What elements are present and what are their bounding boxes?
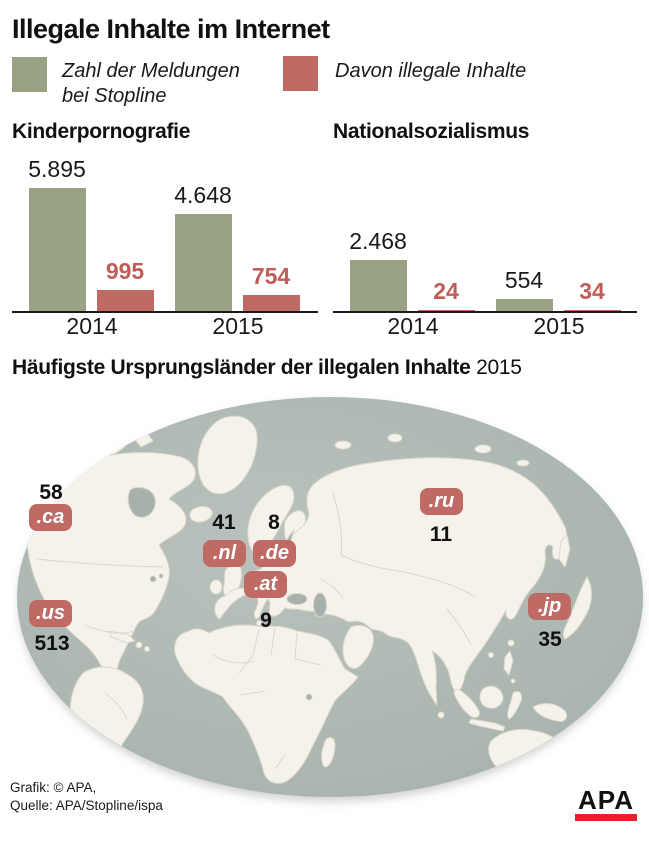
bar-reports-2014 xyxy=(350,260,407,311)
credits: Grafik: © APA, Quelle: APA/Stopline/ispa xyxy=(10,779,163,815)
value-illegal-2014: 995 xyxy=(105,258,145,284)
bar-chart-kinderpornografie: 5.895 995 2014 4.648 754 2015 xyxy=(12,155,318,338)
map-badge-us: .us xyxy=(29,600,72,627)
map-badge-de: .de xyxy=(253,540,296,567)
map-labels-overlay: .ca 58 .us 513 .nl 41 .de 8 .at 9 .ru 11 .jp 35 xyxy=(13,393,647,801)
bar-chart-nationalsozialismus: 2.468 24 2014 554 34 2015 xyxy=(333,155,637,338)
map-badge-at: .at xyxy=(244,571,287,598)
value-reports-2015: 554 xyxy=(504,267,544,293)
apa-logo-red-bar xyxy=(575,814,637,821)
map-value-de: 8 xyxy=(268,511,280,534)
value-illegal-2015: 34 xyxy=(579,278,605,304)
value-reports-2014: 5.895 xyxy=(28,156,86,182)
map-lakes xyxy=(127,486,327,701)
map-badge-jp: .jp xyxy=(528,593,571,620)
value-reports-2015: 4.648 xyxy=(174,182,232,208)
legend-swatch-reports xyxy=(12,57,47,92)
bar-reports-2015 xyxy=(496,299,553,311)
value-illegal-2014: 24 xyxy=(433,278,459,304)
map-value-ca: 58 xyxy=(39,481,63,504)
legend-label-reports-line1: Zahl der Meldungen xyxy=(62,60,240,82)
value-reports-2014: 2.468 xyxy=(349,228,407,254)
credit-quelle: Quelle: APA/Stopline/ispa xyxy=(10,798,163,814)
chart-title-kinderpornografie: Kinderpornografie xyxy=(12,120,191,143)
bar-reports-2015 xyxy=(175,214,232,311)
map-section-title: Häufigste Ursprungsländer der illegalen … xyxy=(12,356,522,380)
value-illegal-2015: 754 xyxy=(251,263,291,289)
map-title-year: 2015 xyxy=(476,356,522,379)
map-value-at: 9 xyxy=(260,609,272,632)
map-badge-nl: .nl xyxy=(203,540,246,567)
map-value-us: 513 xyxy=(34,632,70,655)
legend-label-reports-line2: bei Stopline xyxy=(62,85,167,107)
bar-reports-2014 xyxy=(29,188,86,311)
bar-illegal-2014 xyxy=(97,290,154,311)
apa-logo: APA xyxy=(575,787,637,821)
axis-year-2015: 2015 xyxy=(533,313,585,339)
legend-label-illegal: Davon illegale Inhalte xyxy=(335,60,527,82)
bar-illegal-2014 xyxy=(418,310,475,311)
axis-year-2014: 2014 xyxy=(66,313,118,339)
axis-year-2015: 2015 xyxy=(212,313,264,339)
chart-title-nationalsozialismus: Nationalsozialismus xyxy=(333,120,530,143)
legend-label-reports: Zahl der Meldungen bei Stopline xyxy=(62,59,240,109)
map-badge-ru: .ru xyxy=(420,488,463,515)
map-country-borders xyxy=(36,492,476,770)
map-title-text: Häufigste Ursprungsländer der illegalen … xyxy=(12,356,471,379)
map-value-nl: 41 xyxy=(212,511,236,534)
map-value-jp: 35 xyxy=(538,628,562,651)
apa-logo-text: APA xyxy=(578,785,634,815)
axis-year-2014: 2014 xyxy=(387,313,439,339)
map-value-ru: 11 xyxy=(429,523,453,546)
bar-illegal-2015 xyxy=(243,295,300,311)
legend-swatch-illegal xyxy=(283,56,318,91)
credit-grafik: Grafik: © APA, xyxy=(10,780,97,795)
map-badge-ca: .ca xyxy=(29,504,72,531)
bar-illegal-2015 xyxy=(564,310,621,311)
page-title: Illegale Inhalte im Internet xyxy=(12,14,330,44)
world-map: .ca 58 .us 513 .nl 41 .de 8 .at 9 .ru 11 .jp 35 xyxy=(13,393,647,801)
